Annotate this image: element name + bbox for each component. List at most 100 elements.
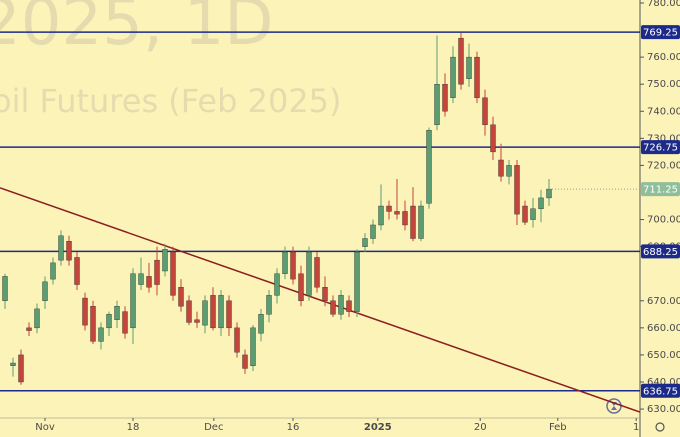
candle-body <box>250 327 256 366</box>
level-label-box <box>641 383 680 398</box>
candle-body <box>354 251 360 312</box>
candle-body <box>194 319 200 323</box>
candle-body <box>186 300 192 323</box>
y-tick-label: 740.00 <box>647 106 680 117</box>
candle-body <box>530 208 536 220</box>
candle-body <box>50 262 56 280</box>
candle-body <box>122 311 128 334</box>
candle-body <box>66 241 72 261</box>
y-tick-label: 720.00 <box>647 160 680 171</box>
candle-body <box>138 273 144 285</box>
x-tick-label: 18 <box>127 422 140 433</box>
y-tick-label: 640.00 <box>647 377 680 388</box>
x-tick-label: 20 <box>474 422 487 433</box>
candle-body <box>322 287 328 301</box>
candle-body <box>290 251 296 280</box>
x-tick-label: Nov <box>35 422 55 433</box>
candle-body <box>154 259 160 285</box>
candle-body <box>130 273 136 329</box>
level-label: 769.25 <box>643 28 678 39</box>
level-label: 688.25 <box>643 247 678 258</box>
candle-body <box>402 211 408 226</box>
watermark: 2025, 1D oil Futures (Feb 2025) <box>0 0 342 120</box>
candle-body <box>18 354 24 383</box>
candle-body <box>482 97 488 126</box>
candle-body <box>394 211 400 215</box>
candle-body <box>498 159 504 177</box>
candle-body <box>458 37 464 85</box>
settings-icon[interactable] <box>655 422 665 432</box>
candle-body <box>26 327 32 331</box>
candle-body <box>274 273 280 296</box>
candle-body <box>218 295 224 329</box>
candle-body <box>170 251 176 296</box>
candle-body <box>386 205 392 212</box>
candle-body <box>522 205 528 223</box>
candle-body <box>58 235 64 261</box>
candle-body <box>370 224 376 239</box>
candle-body <box>2 276 8 301</box>
candle-body <box>226 300 232 329</box>
candle-body <box>178 287 184 307</box>
candle-body <box>146 276 152 288</box>
candle-body <box>202 300 208 326</box>
candle-body <box>538 197 544 209</box>
candle-body <box>362 238 368 247</box>
y-tick-label: 780.00 <box>647 0 680 9</box>
candle-body <box>106 314 112 329</box>
candle-body <box>258 314 264 334</box>
candle-body <box>10 362 16 366</box>
watermark-subtitle: oil Futures (Feb 2025) <box>0 82 342 120</box>
candle-body <box>162 249 168 272</box>
y-tick-label: 760.00 <box>647 52 680 63</box>
candle-body <box>426 130 432 204</box>
candle-body <box>410 205 416 239</box>
candle-body <box>90 305 96 342</box>
level-label-box <box>641 140 680 155</box>
x-tick-label: 16 <box>287 422 300 433</box>
candle-body <box>442 83 448 112</box>
candle-body <box>490 124 496 153</box>
candle-body <box>282 251 288 274</box>
candle-body <box>434 83 440 126</box>
candle-body <box>34 308 40 329</box>
level-label: 726.75 <box>643 143 678 154</box>
level-label-box <box>641 244 680 259</box>
candle-body <box>450 56 456 98</box>
candle-body <box>298 273 304 301</box>
last-price-label: 711.25 <box>643 185 678 196</box>
candle-body <box>474 56 480 98</box>
candle-body <box>546 188 552 199</box>
candle-body <box>98 327 104 342</box>
candle-body <box>418 205 424 239</box>
y-tick-label: 660.00 <box>647 323 680 334</box>
candle-body <box>514 165 520 215</box>
x-tick-label: Dec <box>204 422 223 433</box>
candle-body <box>42 281 48 301</box>
x-tick-label: 2025 <box>364 422 392 433</box>
y-tick-label: 630.00 <box>647 404 680 415</box>
y-tick-label: 670.00 <box>647 296 680 307</box>
y-tick-label: 700.00 <box>647 215 680 226</box>
y-tick-label: 650.00 <box>647 350 680 361</box>
candle-body <box>506 165 512 177</box>
icon-ring <box>655 422 665 432</box>
watermark-title: 2025, 1D <box>0 0 274 60</box>
candle-body <box>114 305 120 320</box>
candle-body <box>306 251 312 296</box>
candle-body <box>378 205 384 226</box>
y-tick-label: 750.00 <box>647 79 680 90</box>
candle-body <box>242 354 248 369</box>
candle-body <box>330 300 336 315</box>
level-label-box <box>641 25 680 40</box>
last-price-box <box>641 182 680 197</box>
y-tick-label: 730.00 <box>647 133 680 144</box>
candle-body <box>234 327 240 353</box>
candle-body <box>314 257 320 288</box>
candle-body <box>74 257 80 285</box>
candle-body <box>266 295 272 315</box>
x-tick-label: 1 <box>633 422 639 433</box>
candle-body <box>346 300 352 312</box>
